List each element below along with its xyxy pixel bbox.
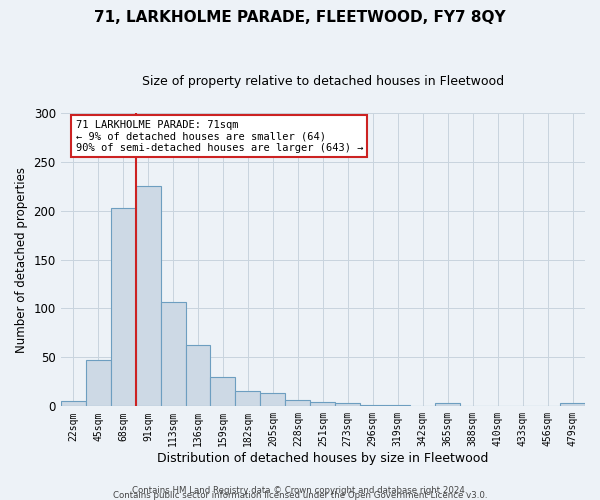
Bar <box>235 390 260 406</box>
Bar <box>185 344 211 406</box>
Bar <box>161 302 185 406</box>
Y-axis label: Number of detached properties: Number of detached properties <box>15 166 28 352</box>
Text: Contains public sector information licensed under the Open Government Licence v3: Contains public sector information licen… <box>113 490 487 500</box>
Title: Size of property relative to detached houses in Fleetwood: Size of property relative to detached ho… <box>142 75 504 88</box>
Bar <box>61 402 86 406</box>
X-axis label: Distribution of detached houses by size in Fleetwood: Distribution of detached houses by size … <box>157 452 488 465</box>
Text: 71 LARKHOLME PARADE: 71sqm
← 9% of detached houses are smaller (64)
90% of semi-: 71 LARKHOLME PARADE: 71sqm ← 9% of detac… <box>76 120 363 153</box>
Bar <box>86 360 110 406</box>
Text: 71, LARKHOLME PARADE, FLEETWOOD, FY7 8QY: 71, LARKHOLME PARADE, FLEETWOOD, FY7 8QY <box>94 10 506 25</box>
Bar <box>435 404 460 406</box>
Text: Contains HM Land Registry data © Crown copyright and database right 2024.: Contains HM Land Registry data © Crown c… <box>132 486 468 495</box>
Bar <box>560 404 585 406</box>
Bar <box>286 400 310 406</box>
Bar <box>211 377 235 406</box>
Bar <box>260 392 286 406</box>
Bar <box>335 404 360 406</box>
Bar <box>110 208 136 406</box>
Bar <box>310 402 335 406</box>
Bar <box>136 186 161 406</box>
